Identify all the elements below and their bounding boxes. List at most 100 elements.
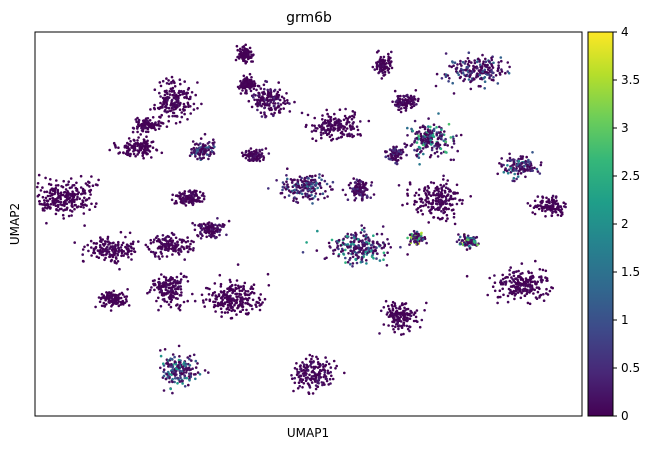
cell-point xyxy=(394,312,397,315)
cell-point xyxy=(301,193,304,196)
cell-point xyxy=(482,62,485,65)
cell-point xyxy=(88,197,91,200)
cell-point xyxy=(509,159,512,162)
cell-point xyxy=(383,254,386,257)
cell-point xyxy=(467,57,470,60)
cell-point xyxy=(168,303,171,306)
cell-point xyxy=(318,377,321,380)
cell-point xyxy=(433,182,436,185)
cell-point xyxy=(502,164,505,167)
cell-point xyxy=(436,147,439,150)
cell-point xyxy=(267,100,270,103)
cell-point xyxy=(289,191,292,194)
cell-point xyxy=(96,242,99,245)
cell-point xyxy=(531,281,534,284)
cell-point xyxy=(502,278,505,281)
cell-point xyxy=(364,189,367,192)
cell-point xyxy=(337,129,340,132)
cell-point xyxy=(439,205,442,208)
cell-point xyxy=(483,87,486,90)
cell-point xyxy=(447,80,450,83)
cell-point xyxy=(347,252,350,255)
cell-point xyxy=(384,71,387,74)
cell-point xyxy=(394,147,397,150)
cell-point xyxy=(437,207,440,210)
cell-point xyxy=(473,59,476,62)
cell-point xyxy=(214,291,217,294)
cell-point xyxy=(551,197,554,200)
cell-point xyxy=(344,130,347,133)
cell-point xyxy=(342,189,345,192)
cell-point xyxy=(150,126,153,129)
cell-point xyxy=(166,244,169,247)
cell-point xyxy=(439,134,442,137)
cell-point xyxy=(168,107,171,110)
cell-point xyxy=(473,78,476,81)
cell-point xyxy=(337,248,340,251)
cell-point xyxy=(296,368,299,371)
cell-point xyxy=(179,309,182,312)
cell-point xyxy=(399,101,402,104)
cell-point xyxy=(358,247,361,250)
cell-point xyxy=(441,217,444,220)
cell-point xyxy=(456,240,459,243)
cell-point xyxy=(425,302,428,305)
cell-point xyxy=(179,363,182,366)
cell-point xyxy=(554,208,557,211)
cell-point xyxy=(113,246,116,249)
plot-frame xyxy=(35,32,582,416)
cell-point xyxy=(37,182,40,185)
cell-point xyxy=(295,201,298,204)
cell-point xyxy=(94,205,97,208)
cell-point xyxy=(406,319,409,322)
cell-point xyxy=(267,187,270,190)
cell-point xyxy=(155,300,158,303)
cell-point xyxy=(316,358,319,361)
cell-point xyxy=(43,203,46,206)
cell-point xyxy=(551,287,554,290)
cell-point xyxy=(90,240,93,243)
cell-point xyxy=(237,285,240,288)
cell-point xyxy=(70,205,73,208)
cell-point xyxy=(280,103,283,106)
cell-point xyxy=(386,238,389,241)
cell-point xyxy=(191,222,194,225)
cell-point xyxy=(439,184,442,187)
cell-point xyxy=(133,139,136,142)
cell-point xyxy=(110,245,113,248)
cell-point xyxy=(376,242,379,245)
cell-point xyxy=(264,80,267,83)
cell-point xyxy=(349,263,352,266)
cell-point xyxy=(427,221,430,224)
cell-point xyxy=(377,50,380,53)
cell-point xyxy=(207,371,210,374)
cell-point xyxy=(473,237,476,240)
cell-point xyxy=(123,295,126,298)
cell-point xyxy=(153,104,156,107)
cell-point xyxy=(195,190,198,193)
cell-point xyxy=(349,241,352,244)
cell-point xyxy=(314,174,317,177)
cell-point xyxy=(37,195,40,198)
cell-point xyxy=(132,241,135,244)
cell-point xyxy=(527,169,530,172)
cell-point xyxy=(215,295,218,298)
cell-point xyxy=(108,300,111,303)
cell-point xyxy=(181,116,184,119)
cell-point xyxy=(132,247,135,250)
cell-point xyxy=(253,283,256,286)
cell-point xyxy=(356,178,359,181)
cell-point xyxy=(128,249,131,252)
cell-point xyxy=(315,376,318,379)
cell-point xyxy=(249,73,252,76)
cell-point xyxy=(488,60,491,63)
cell-point xyxy=(77,191,80,194)
cell-point xyxy=(171,99,174,102)
cell-point xyxy=(476,67,479,70)
cell-point xyxy=(243,288,246,291)
cell-point xyxy=(182,363,185,366)
cell-point xyxy=(395,156,398,159)
cell-point xyxy=(258,297,261,300)
cell-point xyxy=(459,60,462,63)
cell-point xyxy=(62,217,65,220)
